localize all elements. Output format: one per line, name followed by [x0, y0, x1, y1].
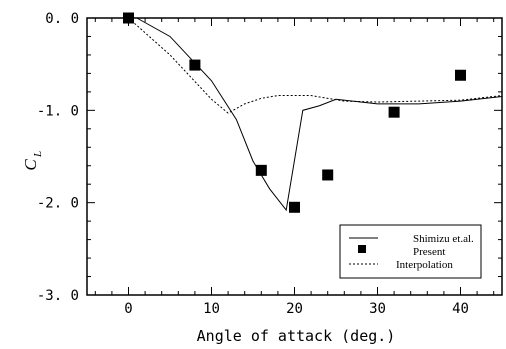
series-layer [123, 12, 503, 213]
legend: Shimizu et.al. Present Interpolation [339, 224, 482, 279]
y-tick-label: -2. 0 [37, 196, 79, 212]
present-marker [388, 106, 400, 118]
y-tick-label: -3. 0 [37, 288, 79, 304]
x-tick-label: 10 [203, 301, 220, 317]
present-marker [455, 69, 466, 81]
legend-label-shimizu: Shimizu et.al. [413, 233, 474, 245]
axes-layer: 0 10 20 30 40 0. 0 -1. 0 -2. 0 -3. 0 [37, 11, 503, 317]
y-tick-label: -1. 0 [37, 103, 79, 119]
legend-swatch-present [358, 245, 366, 253]
x-tick-label: 0 [124, 301, 132, 317]
y-tick-label: 0. 0 [45, 11, 79, 27]
x-tick-label: 30 [369, 301, 386, 317]
legend-label-present: Present [413, 246, 445, 258]
present-marker [289, 201, 300, 213]
present-marker [255, 164, 267, 176]
x-axis-label: Angle of attack (deg.) [197, 327, 396, 345]
x-tick-label: 40 [452, 301, 469, 317]
labels-layer: Angle of attack (deg.) C L [21, 151, 395, 345]
shimizu-line [136, 17, 503, 212]
y-axis-label-main: C [21, 159, 40, 171]
y-axis-label: C L [21, 151, 44, 171]
y-axis-label-sub: L [32, 151, 44, 158]
present-marker [189, 59, 201, 71]
legend-label-interpolation: Interpolation [396, 259, 453, 271]
interpolation-line [128, 17, 503, 114]
x-tick-label: 20 [286, 301, 303, 317]
present-marker [322, 169, 334, 181]
